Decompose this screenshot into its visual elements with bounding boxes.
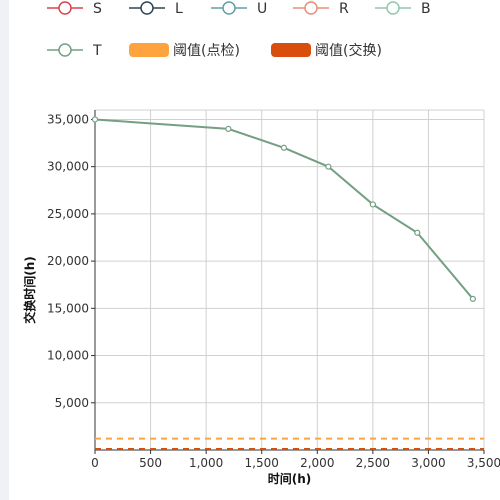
legend-item-1-label: L xyxy=(175,1,183,17)
x-tick-label-7: 3,500 xyxy=(467,456,500,470)
y-tick-label-1: 10,000 xyxy=(47,349,89,363)
legend-item-2-marker xyxy=(222,1,236,15)
x-tick-label-4: 2,000 xyxy=(300,456,334,470)
legend-item-5-label: T xyxy=(92,43,102,59)
x-tick-label-1: 500 xyxy=(139,456,162,470)
legend-item-7-swatch xyxy=(271,43,311,57)
left-sidebar-strip xyxy=(0,0,9,500)
legend-item-5-marker xyxy=(58,43,72,57)
y-tick-label-0: 5,000 xyxy=(55,396,89,410)
data-point-T-5 xyxy=(414,229,421,236)
legend-item-7-label: 阈值(交换) xyxy=(315,42,382,59)
legend-item-4-label: B xyxy=(421,1,431,17)
legend-item-4-marker xyxy=(386,1,400,15)
y-tick-label-2: 15,000 xyxy=(47,301,89,315)
y-tick-label-3: 20,000 xyxy=(47,254,89,268)
x-tick-label-6: 3,000 xyxy=(411,456,445,470)
data-point-T-4 xyxy=(369,201,376,208)
legend-item-0-marker xyxy=(58,1,72,15)
x-tick-label-0: 0 xyxy=(91,456,99,470)
data-point-T-2 xyxy=(280,144,288,151)
legend-item-6-label: 阈值(点检) xyxy=(173,43,240,59)
legend-item-3-marker xyxy=(304,1,318,15)
data-point-T-0 xyxy=(91,116,99,123)
y-axis-title: 交换时间(h) xyxy=(22,256,37,324)
legend-item-2-label: U xyxy=(257,1,267,17)
x-axis-title: 时间(h) xyxy=(268,471,312,486)
legend-item-0-label: S xyxy=(93,1,102,17)
y-tick-label-4: 25,000 xyxy=(47,207,89,221)
data-point-T-6 xyxy=(469,295,476,302)
legend-item-1-marker xyxy=(140,1,154,15)
y-tick-label-5: 30,000 xyxy=(47,160,89,174)
x-tick-label-5: 2,500 xyxy=(356,456,390,470)
x-tick-label-3: 1,500 xyxy=(245,456,279,470)
y-tick-label-6: 35,000 xyxy=(47,112,89,126)
legend-item-6-swatch xyxy=(129,43,169,57)
x-tick-label-2: 1,000 xyxy=(189,456,223,470)
data-point-T-1 xyxy=(225,125,232,132)
legend-item-3-label: R xyxy=(339,1,349,17)
data-point-T-3 xyxy=(325,163,332,170)
